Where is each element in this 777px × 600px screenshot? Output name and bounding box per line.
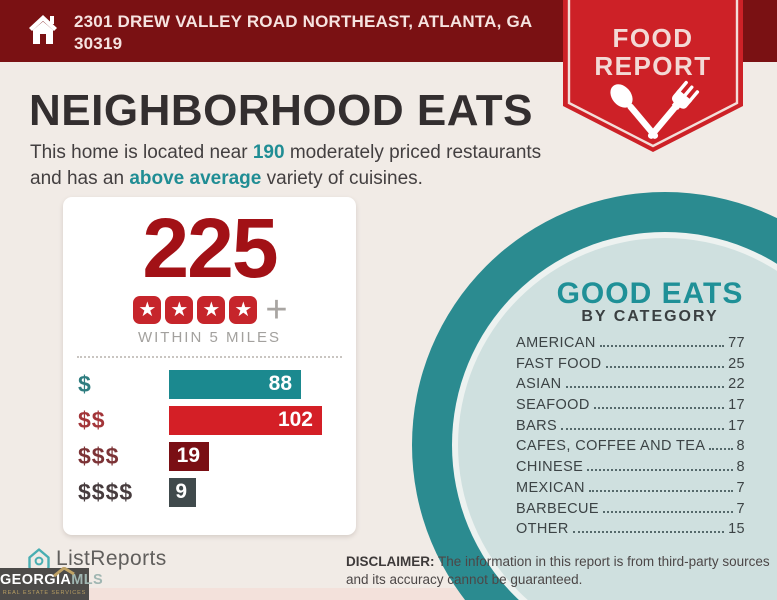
category-label: OTHER bbox=[516, 521, 569, 538]
georgia-mls-roof-icon bbox=[53, 567, 75, 577]
dotted-leader bbox=[605, 365, 725, 368]
star-rating: ★ ★ ★ ★ + bbox=[63, 288, 356, 331]
dotted-leader bbox=[587, 469, 733, 472]
category-value: 17 bbox=[728, 417, 745, 434]
category-row: AMERICAN 77 bbox=[516, 335, 745, 356]
divider bbox=[77, 355, 342, 358]
category-label: FAST FOOD bbox=[516, 355, 602, 372]
disclaimer-label: DISCLAIMER: bbox=[346, 554, 435, 569]
category-row: CAFES, COFFEE AND TEA 8 bbox=[516, 438, 745, 459]
summary-card: 225 ★ ★ ★ ★ + WITHIN 5 MILES $88 $$ 102 $$$ 19 $… bbox=[63, 197, 356, 535]
variety-highlight: above average bbox=[129, 167, 262, 189]
subtitle-text: This home is located near bbox=[30, 142, 253, 163]
category-value: 8 bbox=[736, 438, 745, 455]
page-title: NEIGHBORHOOD EATS bbox=[29, 86, 533, 135]
radius-caption: WITHIN 5 MILES bbox=[137, 328, 281, 346]
price-tier-bar-chart: $88 $$ 102 $$$ 19 $$$$ 9 bbox=[63, 369, 356, 507]
price-bar: 9 bbox=[169, 477, 196, 507]
category-label: CHINESE bbox=[516, 459, 584, 476]
price-bar-value: 102 bbox=[277, 408, 313, 432]
category-value: 15 bbox=[728, 521, 745, 538]
good-eats-subtitle: BY CATEGORY bbox=[581, 308, 719, 325]
crossed-utensils-icon bbox=[610, 80, 700, 139]
page-subtitle: This home is located near 190 moderately… bbox=[30, 140, 560, 191]
price-bar-value: 19 bbox=[176, 444, 200, 468]
category-row: OTHER 15 bbox=[516, 521, 745, 542]
category-value: 77 bbox=[728, 335, 745, 351]
category-value: 7 bbox=[736, 479, 745, 496]
price-bar: 102 bbox=[169, 405, 322, 435]
dotted-leader bbox=[561, 427, 725, 430]
dotted-leader bbox=[593, 407, 725, 410]
star-icon: ★ bbox=[133, 295, 162, 324]
category-value: 7 bbox=[736, 500, 745, 517]
listreports-logo: ListReports bbox=[28, 547, 167, 571]
category-row: MEXICAN 7 bbox=[516, 480, 745, 501]
price-bar-row: $$ 102 bbox=[63, 405, 356, 435]
dotted-leader bbox=[599, 345, 725, 347]
category-row: BARBECUE 7 bbox=[516, 501, 745, 522]
category-value: 25 bbox=[728, 355, 745, 372]
category-row: SEAFOOD 17 bbox=[516, 397, 745, 418]
category-label: AMERICAN bbox=[516, 335, 596, 351]
dotted-leader bbox=[588, 489, 733, 492]
dotted-leader bbox=[572, 531, 725, 534]
food-report-label: FOOD REPORT bbox=[594, 23, 712, 81]
disclaimer: DISCLAIMER: The information in this repo… bbox=[346, 553, 774, 589]
category-label: ASIAN bbox=[516, 376, 562, 393]
category-value: 8 bbox=[736, 459, 745, 476]
price-tier-label: $$$$ bbox=[78, 478, 134, 505]
georgia-mls-primary: GEORGIA bbox=[0, 572, 72, 588]
price-bar-row: $$$$ 9 bbox=[63, 477, 356, 507]
price-bar-row: $$$ 19 bbox=[63, 441, 356, 471]
price-bar-value: 88 bbox=[268, 372, 292, 396]
category-row: FAST FOOD 25 bbox=[516, 356, 745, 377]
price-bar: 19 bbox=[169, 441, 209, 471]
restaurant-count: 190 bbox=[252, 142, 285, 163]
plus-sign: + bbox=[265, 288, 288, 331]
category-label: CAFES, COFFEE AND TEA bbox=[516, 438, 706, 455]
georgia-mls-tagline: REAL ESTATE SERVICES bbox=[2, 590, 87, 596]
star-icon: ★ bbox=[165, 295, 194, 324]
star-icon: ★ bbox=[197, 295, 226, 324]
dotted-leader bbox=[709, 448, 733, 451]
category-label: SEAFOOD bbox=[516, 397, 590, 414]
dotted-leader bbox=[565, 386, 725, 389]
category-value: 17 bbox=[728, 397, 745, 414]
star-icon: ★ bbox=[229, 295, 258, 324]
category-row: BARS 17 bbox=[516, 418, 745, 439]
category-value: 22 bbox=[728, 376, 745, 393]
category-label: BARBECUE bbox=[516, 500, 599, 517]
category-label: BARS bbox=[516, 417, 558, 434]
price-bar-value: 9 bbox=[175, 480, 187, 504]
total-restaurant-count: 225 bbox=[142, 201, 278, 295]
price-tier-label: $$ bbox=[78, 406, 106, 433]
subtitle-text: variety of cuisines. bbox=[261, 167, 423, 189]
home-icon bbox=[28, 13, 58, 52]
category-label: MEXICAN bbox=[516, 479, 585, 496]
price-bar: 88 bbox=[169, 369, 301, 399]
dotted-leader bbox=[602, 510, 733, 513]
category-row: ASIAN 22 bbox=[516, 376, 745, 397]
category-row: CHINESE 8 bbox=[516, 459, 745, 480]
disclaimer-text: The information in this report is from t… bbox=[346, 554, 770, 587]
georgia-mls-logo: GEORGIAMLS REAL ESTATE SERVICES bbox=[0, 567, 103, 600]
price-tier-label: $$$ bbox=[78, 442, 120, 469]
georgia-mls-accent: MLS bbox=[71, 572, 104, 588]
food-report-badge: FOOD REPORT bbox=[563, 0, 743, 152]
good-eats-title: GOOD EATS bbox=[556, 277, 744, 310]
category-list: AMERICAN 77 FAST FOOD 25 ASIAN 22 SEAFOOD 17 BAR… bbox=[516, 335, 745, 542]
property-address: 2301 DREW VALLEY ROAD NORTHEAST, ATLANTA… bbox=[74, 12, 532, 54]
listreports-wordmark: ListReports bbox=[56, 547, 167, 570]
price-tier-label: $ bbox=[78, 370, 92, 397]
price-bar-row: $88 bbox=[63, 369, 356, 399]
subtitle-text: moderately priced restaurants and has an bbox=[30, 142, 542, 189]
